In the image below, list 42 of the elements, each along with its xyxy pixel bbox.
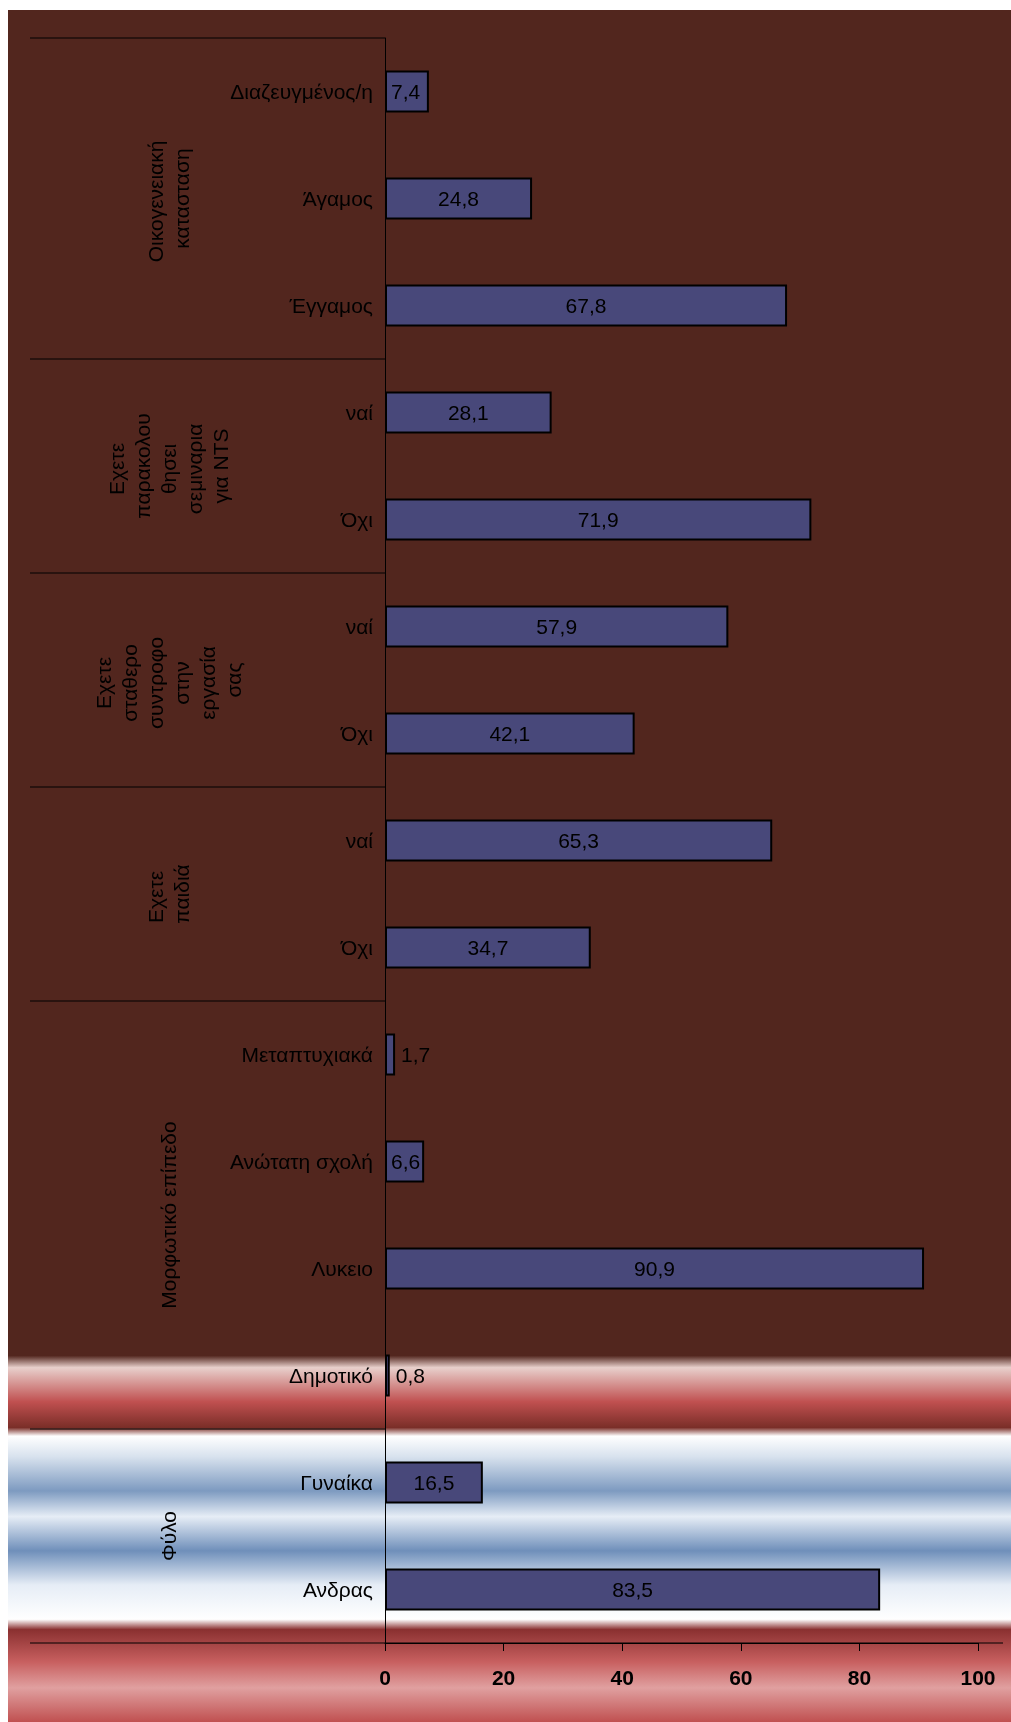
data-label: 90,9	[634, 1257, 675, 1280]
y-tick-label: Ανώτατη σχολή	[229, 1150, 373, 1173]
text: Οικογενειακή κατασταση	[143, 134, 193, 263]
y-tick-label: Δημοτικό	[288, 1364, 373, 1387]
y-tick-label: Μεταπτυχιακά	[241, 1043, 373, 1066]
data-label: 34,7	[467, 936, 509, 959]
x-tick-label: 60	[729, 1666, 753, 1689]
data-label: 28,1	[447, 401, 489, 424]
y-tick-label: Όχι	[340, 722, 374, 745]
text: Εχετε παρακολουθησει σεμιναρια για NTS	[104, 413, 232, 519]
y-tick-label: ναί	[345, 401, 374, 424]
y-tick-label: Γυναίκα	[300, 1471, 373, 1494]
x-tick-label: 20	[491, 1666, 516, 1689]
y-tick-label: Όχι	[340, 936, 374, 959]
y-tick-label: Έγγαμος	[288, 294, 373, 317]
data-label: 57,9	[536, 615, 578, 638]
y-tick-label: ναί	[345, 615, 374, 638]
y-tick-label: Όχι	[340, 508, 374, 531]
data-label: 65,3	[558, 829, 600, 852]
y-tick-label: Ανδρας	[302, 1578, 373, 1601]
data-label: 83,5	[612, 1578, 654, 1601]
data-label: 7,4	[391, 80, 421, 103]
y-tick-label: Διαζευγμένος/η	[230, 80, 373, 103]
y-tick-label: Λυκειο	[311, 1257, 373, 1280]
text: Φύλο	[156, 1510, 180, 1562]
data-label: 16,5	[413, 1471, 455, 1494]
data-label: 67,8	[565, 294, 607, 317]
x-tick-label: 80	[847, 1666, 872, 1689]
data-label: 6,6	[391, 1150, 421, 1173]
y-tick-label: Άγαμος	[302, 187, 373, 210]
text: Μορφωτικό επίπεδο	[156, 1121, 180, 1309]
x-tick-label: 0	[379, 1666, 391, 1689]
x-tick-label: 100	[960, 1666, 996, 1689]
data-label: 42,1	[489, 722, 531, 745]
data-label: 71,9	[577, 508, 619, 531]
text: Εχετε παιδιά	[143, 864, 193, 924]
text: Εχετε σταθερο συντροφο στην εργασία σας	[91, 631, 245, 729]
x-tick-label: 40	[610, 1666, 634, 1689]
data-label: 1,7	[401, 1043, 431, 1066]
y-tick-label: ναί	[345, 829, 374, 852]
data-label: 24,8	[438, 187, 479, 210]
data-label: 0,8	[395, 1364, 425, 1387]
